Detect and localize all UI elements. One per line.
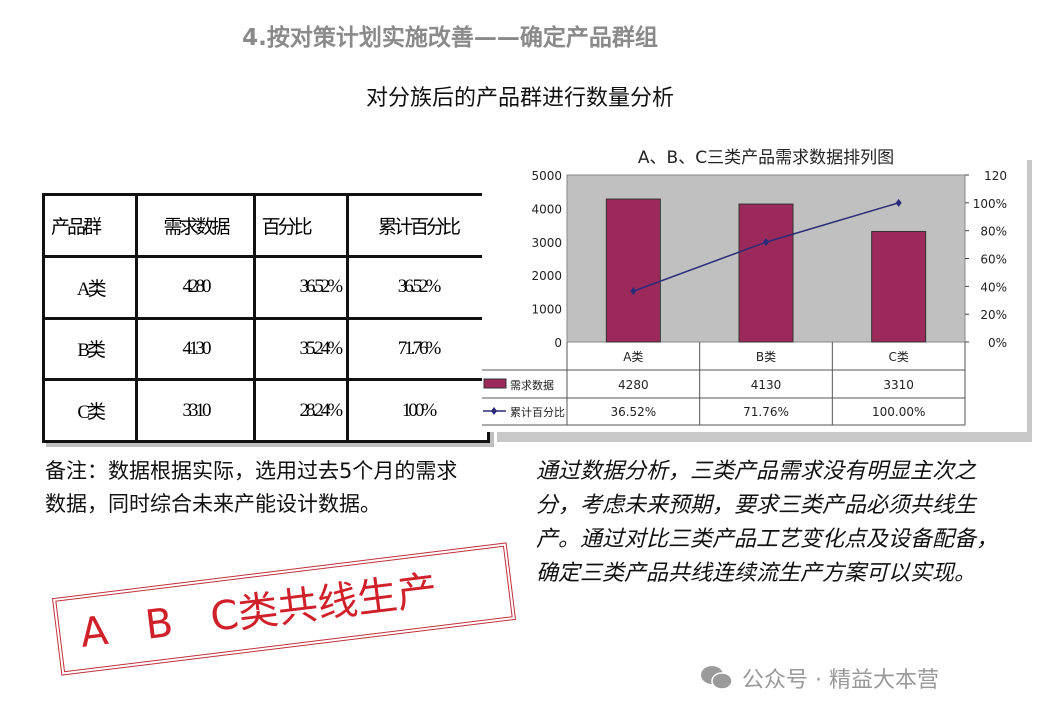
y-tick-label: 0 bbox=[554, 336, 562, 350]
data-label: 36.52% bbox=[610, 405, 656, 419]
cell: 36.52% bbox=[252, 254, 350, 320]
table-row: C类 3310 28.24% 100% bbox=[41, 378, 490, 443]
y2-tick-label: 120 bbox=[984, 169, 1007, 183]
cell: 100% bbox=[346, 378, 490, 443]
bar bbox=[871, 230, 927, 343]
cell: 28.24% bbox=[252, 378, 350, 443]
y2-tick-label: 100% bbox=[973, 197, 1007, 211]
y2-tick-label: 40% bbox=[980, 280, 1007, 294]
data-table: 产品群 需求数据 百分比 累计百分比 A类 4280 36.52% 36.52%… bbox=[41, 193, 490, 443]
cell: 35.24% bbox=[252, 316, 350, 382]
cumulative-line bbox=[633, 202, 899, 292]
cell: 71.76% bbox=[346, 316, 490, 382]
conclusion-text: 通过数据分析，三类产品需求没有明显主次之分，考虑未来预期，要求三类产品必须共线生… bbox=[536, 459, 999, 586]
category-label: B类 bbox=[756, 350, 776, 364]
chart-title: A、B、C三类产品需求数据排列图 bbox=[638, 148, 894, 168]
cell: 36.52% bbox=[346, 254, 490, 320]
header-cell: 百分比 bbox=[252, 193, 350, 258]
y-tick-label: 1000 bbox=[531, 303, 562, 317]
data-label: 3310 bbox=[883, 378, 914, 392]
data-label: 100.00% bbox=[872, 405, 925, 419]
y-tick-label: 3000 bbox=[531, 236, 562, 250]
line-point bbox=[630, 287, 637, 296]
plot-area bbox=[566, 174, 966, 343]
y2-tick-label: 0% bbox=[988, 336, 1007, 350]
y2-tick-label: 20% bbox=[980, 308, 1007, 322]
slide-title: 4.按对策计划实施改善——确定产品群组 bbox=[242, 25, 658, 51]
data-label: 71.76% bbox=[743, 405, 789, 419]
slide-subtitle: 对分族后的产品群进行数量分析 bbox=[365, 86, 674, 111]
footer-text: 公众号 · 精益大本营 bbox=[742, 668, 939, 693]
table-header-row: 产品群 需求数据 百分比 累计百分比 bbox=[41, 193, 490, 258]
cell: 4280 bbox=[135, 254, 256, 320]
cell: C类 bbox=[41, 378, 139, 443]
y-tick-label: 4000 bbox=[531, 202, 562, 216]
legend-label: 累计百分比 bbox=[510, 406, 565, 419]
data-label: 4280 bbox=[618, 378, 649, 392]
footer: 公众号 · 精益大本营 bbox=[700, 662, 939, 694]
line-point bbox=[763, 238, 769, 247]
y2-tick-label: 60% bbox=[980, 253, 1007, 267]
header-cell: 需求数据 bbox=[135, 193, 256, 258]
cell: A类 bbox=[41, 254, 139, 320]
legend-label: 需求数据 bbox=[510, 378, 554, 392]
bar bbox=[605, 198, 661, 343]
table-row: B类 4130 35.24% 71.76% bbox=[41, 316, 490, 382]
header-cell: 产品群 bbox=[41, 193, 139, 258]
y-tick-label: 5000 bbox=[531, 169, 562, 183]
wechat-icon bbox=[701, 666, 733, 690]
cell: 3310 bbox=[135, 378, 256, 443]
cell: B类 bbox=[41, 316, 139, 382]
category-label: A类 bbox=[623, 350, 643, 364]
y2-tick-label: 80% bbox=[980, 225, 1007, 239]
data-label: 4130 bbox=[751, 378, 782, 392]
chart-background bbox=[482, 142, 1027, 432]
line-point bbox=[895, 198, 902, 207]
y-tick-label: 2000 bbox=[531, 269, 562, 283]
legend-line-marker bbox=[491, 407, 497, 415]
header-cell: 累计百分比 bbox=[346, 193, 490, 258]
bar bbox=[738, 203, 794, 343]
chart-shadow bbox=[497, 160, 1032, 442]
table-row: A类 4280 36.52% 36.52% bbox=[41, 254, 490, 320]
cell: 4130 bbox=[135, 316, 256, 382]
category-label: C类 bbox=[888, 350, 908, 364]
stamp: A B C类共线生产 bbox=[51, 542, 517, 676]
note-text: 备注：数据根据实际，选用过去5个月的需求数据，同时综合未来产能设计数据。 bbox=[45, 459, 458, 516]
